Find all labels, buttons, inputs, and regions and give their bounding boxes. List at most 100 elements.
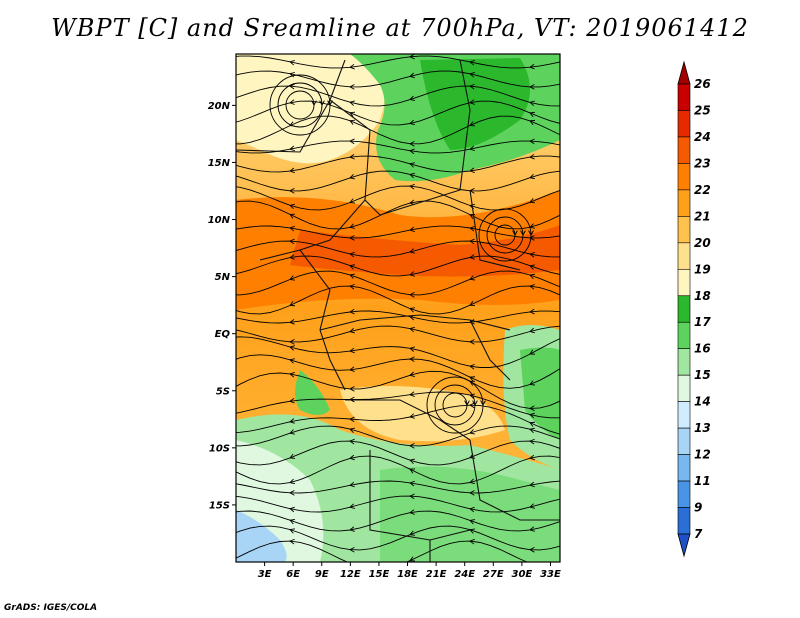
streamline-arrow (464, 400, 470, 406)
streamline (236, 285, 560, 315)
streamline-arrow (469, 226, 475, 232)
streamline-arrow (230, 292, 234, 297)
streamline-arrow (409, 183, 415, 190)
streamline-arrow (409, 140, 415, 147)
colorbar-label: 12 (694, 448, 711, 462)
streamline-arrow (230, 149, 235, 154)
streamline-arrow (319, 100, 325, 106)
streamline-arrow (409, 72, 415, 79)
streamline-arrow (349, 198, 356, 204)
temperature-field (236, 54, 560, 562)
streamline-arrow (409, 271, 415, 277)
streamline-arrow (529, 235, 535, 241)
streamline-arrow (529, 454, 535, 461)
streamline-arrow (230, 327, 235, 332)
lon-label: 21E (426, 569, 447, 580)
streamline-arrow (409, 356, 415, 362)
streamline-arrow (529, 481, 535, 488)
streamline-arrow (289, 145, 295, 152)
streamline-arrow (289, 478, 295, 485)
streamline-arrow (469, 121, 476, 127)
streamline-arrow (469, 145, 475, 152)
streamline-arrow (469, 300, 476, 306)
streamline-arrow (289, 83, 295, 90)
streamline-arrow (469, 254, 475, 260)
colorbar-label: 14 (694, 395, 711, 409)
streamline-arrow (349, 84, 355, 90)
streamline-arrow (230, 481, 235, 486)
colorbar-label: 17 (694, 315, 711, 329)
streamline-arrow (409, 493, 415, 500)
colorbar-segment (677, 268, 691, 297)
streamline-arrow (349, 138, 355, 145)
streamline-arrow (469, 519, 476, 525)
streamline-arrow (529, 138, 535, 145)
streamline-arrow (529, 526, 535, 532)
streamline-arrow (349, 454, 355, 461)
streamline-arrow (529, 427, 535, 434)
streamline-arrow (289, 397, 295, 404)
lon-label: 33E (540, 569, 561, 580)
streamline (236, 255, 560, 277)
streamline-arrow (349, 119, 356, 125)
streamline-arrow (529, 308, 535, 315)
country-borders (236, 59, 560, 562)
streamline (236, 455, 560, 485)
streamline (236, 55, 560, 69)
streamline (236, 425, 560, 447)
streamline (236, 404, 560, 435)
colorbar-label: 18 (694, 289, 711, 303)
streamline (236, 310, 560, 324)
streamline-arrow (409, 556, 416, 562)
colorbar-bottom-arrow (677, 533, 691, 558)
longitude-axis: 3E 6E 9E 12E 15E 18E 21E 24E 27E 30E 33E (258, 562, 561, 580)
streamline-arrow (289, 339, 295, 345)
streamline-arrow (289, 518, 296, 525)
streamline-arrow (529, 438, 535, 445)
streamline-arrow (289, 528, 296, 534)
lat-label: EQ (215, 329, 231, 340)
streamline-arrow (409, 95, 416, 101)
lon-label: 30E (512, 569, 533, 580)
streamline-arrow (289, 490, 295, 496)
streamline (236, 480, 560, 494)
streamline-arrow (409, 509, 415, 515)
streamline-arrow (469, 72, 475, 78)
colorbar-segment (677, 401, 691, 429)
streamline-arrow (529, 412, 535, 419)
lon-label: 12E (340, 569, 361, 580)
colorbar-segment (677, 110, 691, 138)
colorbar-segment (677, 480, 691, 508)
streamline-arrow (349, 308, 355, 315)
streamline-arrow (230, 557, 235, 561)
lon-label: 15E (369, 569, 390, 580)
latitude-axis: 20N 15N 10N 5N EQ 5S 10S 15S (208, 101, 236, 511)
streamline-arrow (409, 292, 415, 298)
streamline-arrow (529, 264, 536, 270)
streamline-arrow (289, 538, 295, 545)
streamline-arrow (230, 531, 235, 535)
streamline (236, 200, 560, 230)
streamline-arrow (230, 73, 235, 78)
colorbar-segment (677, 189, 691, 217)
colorbar-label: 24 (694, 130, 711, 144)
streamline (236, 225, 560, 239)
streamline-arrow (230, 227, 235, 232)
streamline-arrow (409, 346, 415, 352)
streamline-arrow (289, 213, 296, 219)
chart-title: WBPT [C] and Sreamline at 700hPa, VT: 20… (51, 14, 749, 42)
streamline-arrow (349, 63, 355, 70)
streamline-arrow (289, 345, 295, 351)
streamline (236, 370, 560, 409)
streamline-arrow (230, 335, 235, 340)
streamline-arrow (529, 111, 536, 118)
streamline-arrow (230, 459, 235, 464)
colorbar-label: 25 (694, 103, 711, 117)
streamline-arrow (349, 347, 355, 354)
colorbar-label: 11 (694, 474, 711, 488)
streamline-arrow (230, 411, 235, 416)
streamline (236, 270, 560, 296)
lon-label: 18E (397, 569, 418, 580)
streamline-arrow (409, 413, 415, 419)
